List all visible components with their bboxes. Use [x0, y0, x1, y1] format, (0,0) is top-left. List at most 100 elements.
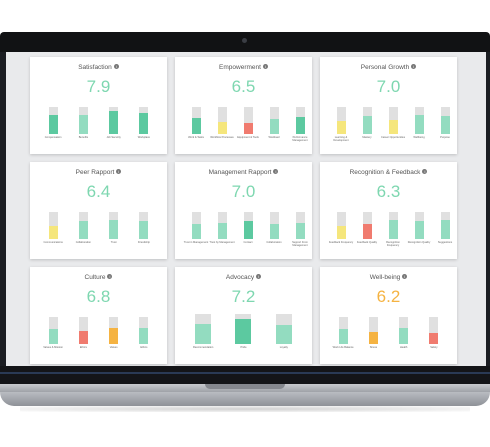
bar-label: Trust by Management: [209, 241, 235, 244]
bar-fill: [48, 225, 58, 239]
bar-fill: [388, 219, 398, 239]
bar-column[interactable]: Job Security: [101, 107, 127, 143]
bar-column[interactable]: Trust in Management: [183, 212, 209, 248]
bar-label: Values: [109, 346, 118, 349]
bar-column[interactable]: Pride: [225, 314, 261, 353]
screen-taskbar-strip: [0, 372, 490, 374]
bar-label: Compensation: [44, 136, 62, 139]
bar-label: Benefits: [78, 136, 89, 139]
metric-card[interactable]: Recognition & Feedback i 6.3 Feedback Frequ…: [320, 162, 457, 259]
bar-fill: [336, 226, 346, 239]
bar-fill: [48, 329, 58, 344]
bar-fill: [191, 224, 201, 239]
bar-column[interactable]: Work & Tasks: [183, 107, 209, 143]
bar-track: [191, 107, 201, 134]
bar-column[interactable]: Suggestions: [432, 212, 457, 248]
bar-label: Recognition Quality: [407, 241, 431, 244]
card-title: Peer Rapport i: [30, 169, 167, 176]
bar-track: [78, 212, 88, 239]
bar-track: [362, 212, 372, 239]
info-icon[interactable]: i: [116, 169, 122, 174]
bar-track: [243, 212, 253, 239]
bar-column[interactable]: Trust: [101, 212, 127, 248]
bar-column[interactable]: Career Opportunities: [380, 107, 406, 143]
info-icon[interactable]: i: [273, 169, 279, 174]
info-icon[interactable]: i: [256, 274, 262, 279]
bar-column[interactable]: Recommendation: [185, 314, 221, 353]
info-icon[interactable]: i: [262, 64, 268, 69]
bar-column[interactable]: Feedback Frequency: [328, 212, 354, 248]
info-icon[interactable]: i: [422, 169, 428, 174]
bar-track: [217, 107, 227, 134]
bar-track: [217, 212, 227, 239]
bar-column[interactable]: Safety: [421, 317, 447, 353]
bar-column[interactable]: Ethics: [131, 317, 157, 353]
bar-column[interactable]: Mastery: [354, 107, 380, 143]
bar-track: [139, 107, 149, 134]
bar-track: [269, 212, 279, 239]
card-title-label: Satisfaction: [78, 64, 112, 71]
bar-column[interactable]: Workplace: [131, 107, 157, 143]
card-title-label: Recognition & Feedback: [349, 169, 421, 176]
metric-card[interactable]: Management Rapport i 7.0 Trust in Managemen…: [175, 162, 312, 259]
bar-fill: [429, 332, 439, 344]
metric-card[interactable]: Culture i 6.8 Values & Mission Ethics Values E…: [30, 267, 167, 364]
metric-card[interactable]: Well-being i 6.2 Work Life Balance Stress Hea…: [320, 267, 457, 364]
bar-column[interactable]: Contact: [235, 212, 261, 248]
card-score: 6.4: [86, 182, 111, 201]
bar-column[interactable]: Work Life Balance: [330, 317, 356, 353]
bar-column[interactable]: Collaboration: [70, 212, 96, 248]
bar-track: [139, 212, 149, 239]
card-title: Personal Growth i: [320, 64, 457, 71]
bar-label: Wellbeing: [413, 136, 425, 139]
info-icon[interactable]: i: [113, 64, 119, 69]
card-title: Empowerment i: [175, 64, 312, 71]
bar-fill: [78, 221, 88, 239]
metric-card[interactable]: Peer Rapport i 6.4 Communications Collaborat…: [30, 162, 167, 259]
bar-label: Workload: [268, 136, 280, 139]
bar-chart: Feedback Frequency Feedback Quality Recogn…: [328, 208, 452, 248]
bar-column[interactable]: Collaboration: [261, 212, 287, 248]
bar-track: [295, 107, 305, 134]
bar-label: Friendship: [137, 241, 150, 244]
bar-column[interactable]: Values & Mission: [40, 317, 66, 353]
bar-column[interactable]: Health: [391, 317, 417, 353]
bar-column[interactable]: Stress: [360, 317, 386, 353]
bar-column[interactable]: Trust by Management: [209, 212, 235, 248]
bar-label: Collaboration: [266, 241, 282, 244]
metric-card[interactable]: Advocacy i 7.2 Recommendation Pride Loyalty: [175, 267, 312, 364]
bar-column[interactable]: Wellbeing: [406, 107, 432, 143]
bar-column[interactable]: Equipment & Tools: [235, 107, 261, 143]
info-icon[interactable]: i: [107, 274, 113, 279]
bar-label: Recommendation: [192, 346, 214, 349]
bar-column[interactable]: Workload: [261, 107, 287, 143]
bar-column[interactable]: Compensation: [40, 107, 66, 143]
card-title: Culture i: [30, 274, 167, 281]
info-icon[interactable]: i: [402, 274, 408, 279]
bar-column[interactable]: Support From Management: [287, 212, 312, 248]
bar-column[interactable]: Communications: [40, 212, 66, 248]
metric-card[interactable]: Empowerment i 6.5 Work & Tasks Workflow Proc…: [175, 57, 312, 154]
info-icon[interactable]: i: [411, 64, 417, 69]
bar-column[interactable]: Ethics: [70, 317, 96, 353]
bar-column[interactable]: Friendship: [131, 212, 157, 248]
bar-column[interactable]: Feedback Quality: [354, 212, 380, 248]
bar-column[interactable]: Performance Management: [287, 107, 312, 143]
bar-column[interactable]: Recognition Quality: [406, 212, 432, 248]
bar-column[interactable]: Recognition Frequency: [380, 212, 406, 248]
bar-label: Ethics: [79, 346, 87, 349]
metric-card[interactable]: Personal Growth i 7.0 Learning & Developmen…: [320, 57, 457, 154]
bar-fill: [191, 117, 201, 134]
bar-column[interactable]: Purpose: [432, 107, 457, 143]
bar-column[interactable]: Workflow Processes: [209, 107, 235, 143]
bar-column[interactable]: Learning & Development: [328, 107, 354, 143]
metric-card[interactable]: Satisfaction i 7.9 Compensation Benefits Job …: [30, 57, 167, 154]
bar-chart: Trust in Management Trust by Management Co…: [183, 208, 308, 248]
bar-column[interactable]: Loyalty: [266, 314, 302, 353]
bar-label: Career Opportunities: [380, 136, 406, 139]
bar-column[interactable]: Values: [101, 317, 127, 353]
bar-track: [235, 314, 252, 344]
bar-fill: [269, 224, 279, 239]
bar-column[interactable]: Benefits: [70, 107, 96, 143]
card-title-label: Management Rapport: [208, 169, 272, 176]
